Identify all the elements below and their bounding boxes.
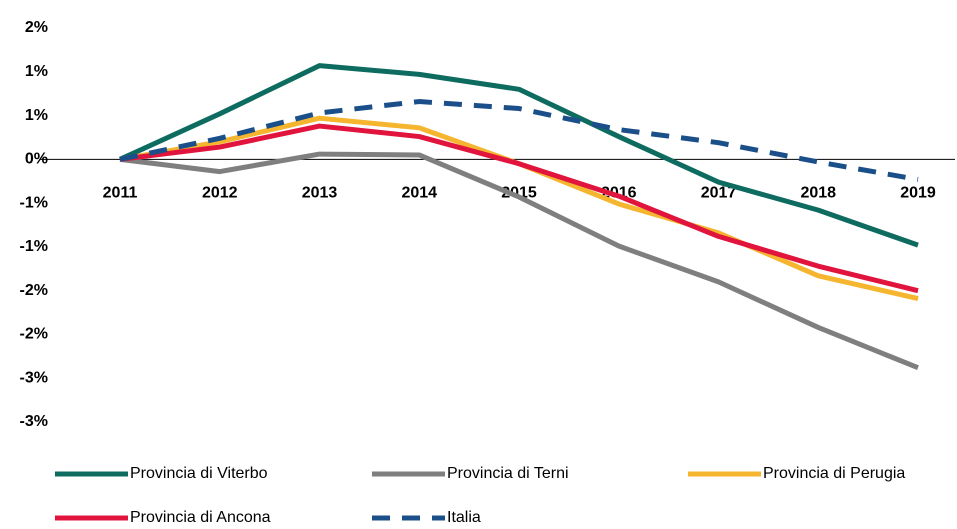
y-tick-label: 0% <box>25 151 48 168</box>
legend-label: Provincia di Viterbo <box>130 465 268 482</box>
y-tick-label: 1% <box>25 107 48 124</box>
y-tick-label: -2% <box>20 326 48 343</box>
x-tick-label: 2012 <box>202 185 238 202</box>
x-tick-label: 2018 <box>800 185 836 202</box>
series-line <box>119 123 919 294</box>
y-tick-label: -3% <box>20 413 48 430</box>
y-tick-label: -1% <box>20 238 48 255</box>
legend-label: Provincia di Terni <box>447 465 569 482</box>
x-tick-label: 2011 <box>103 185 138 202</box>
legend-label: Italia <box>447 509 481 526</box>
x-tick-label: 2017 <box>701 185 737 202</box>
series-line <box>118 63 919 248</box>
x-tick-label: 2014 <box>401 185 437 202</box>
series-line <box>119 99 919 182</box>
x-tick-label: 2015 <box>501 185 537 202</box>
y-tick-label: 2% <box>25 19 48 36</box>
x-tick-label: 2013 <box>302 185 338 202</box>
legend-label: Provincia di Perugia <box>763 465 905 482</box>
legend-label: Provincia di Ancona <box>130 509 271 526</box>
series-line <box>119 151 919 371</box>
x-tick-label: 2019 <box>900 185 936 202</box>
y-tick-label: -3% <box>20 369 48 386</box>
y-tick-label: 1% <box>25 63 48 80</box>
y-tick-label: -2% <box>20 282 48 299</box>
y-tick-label: -1% <box>20 194 48 211</box>
